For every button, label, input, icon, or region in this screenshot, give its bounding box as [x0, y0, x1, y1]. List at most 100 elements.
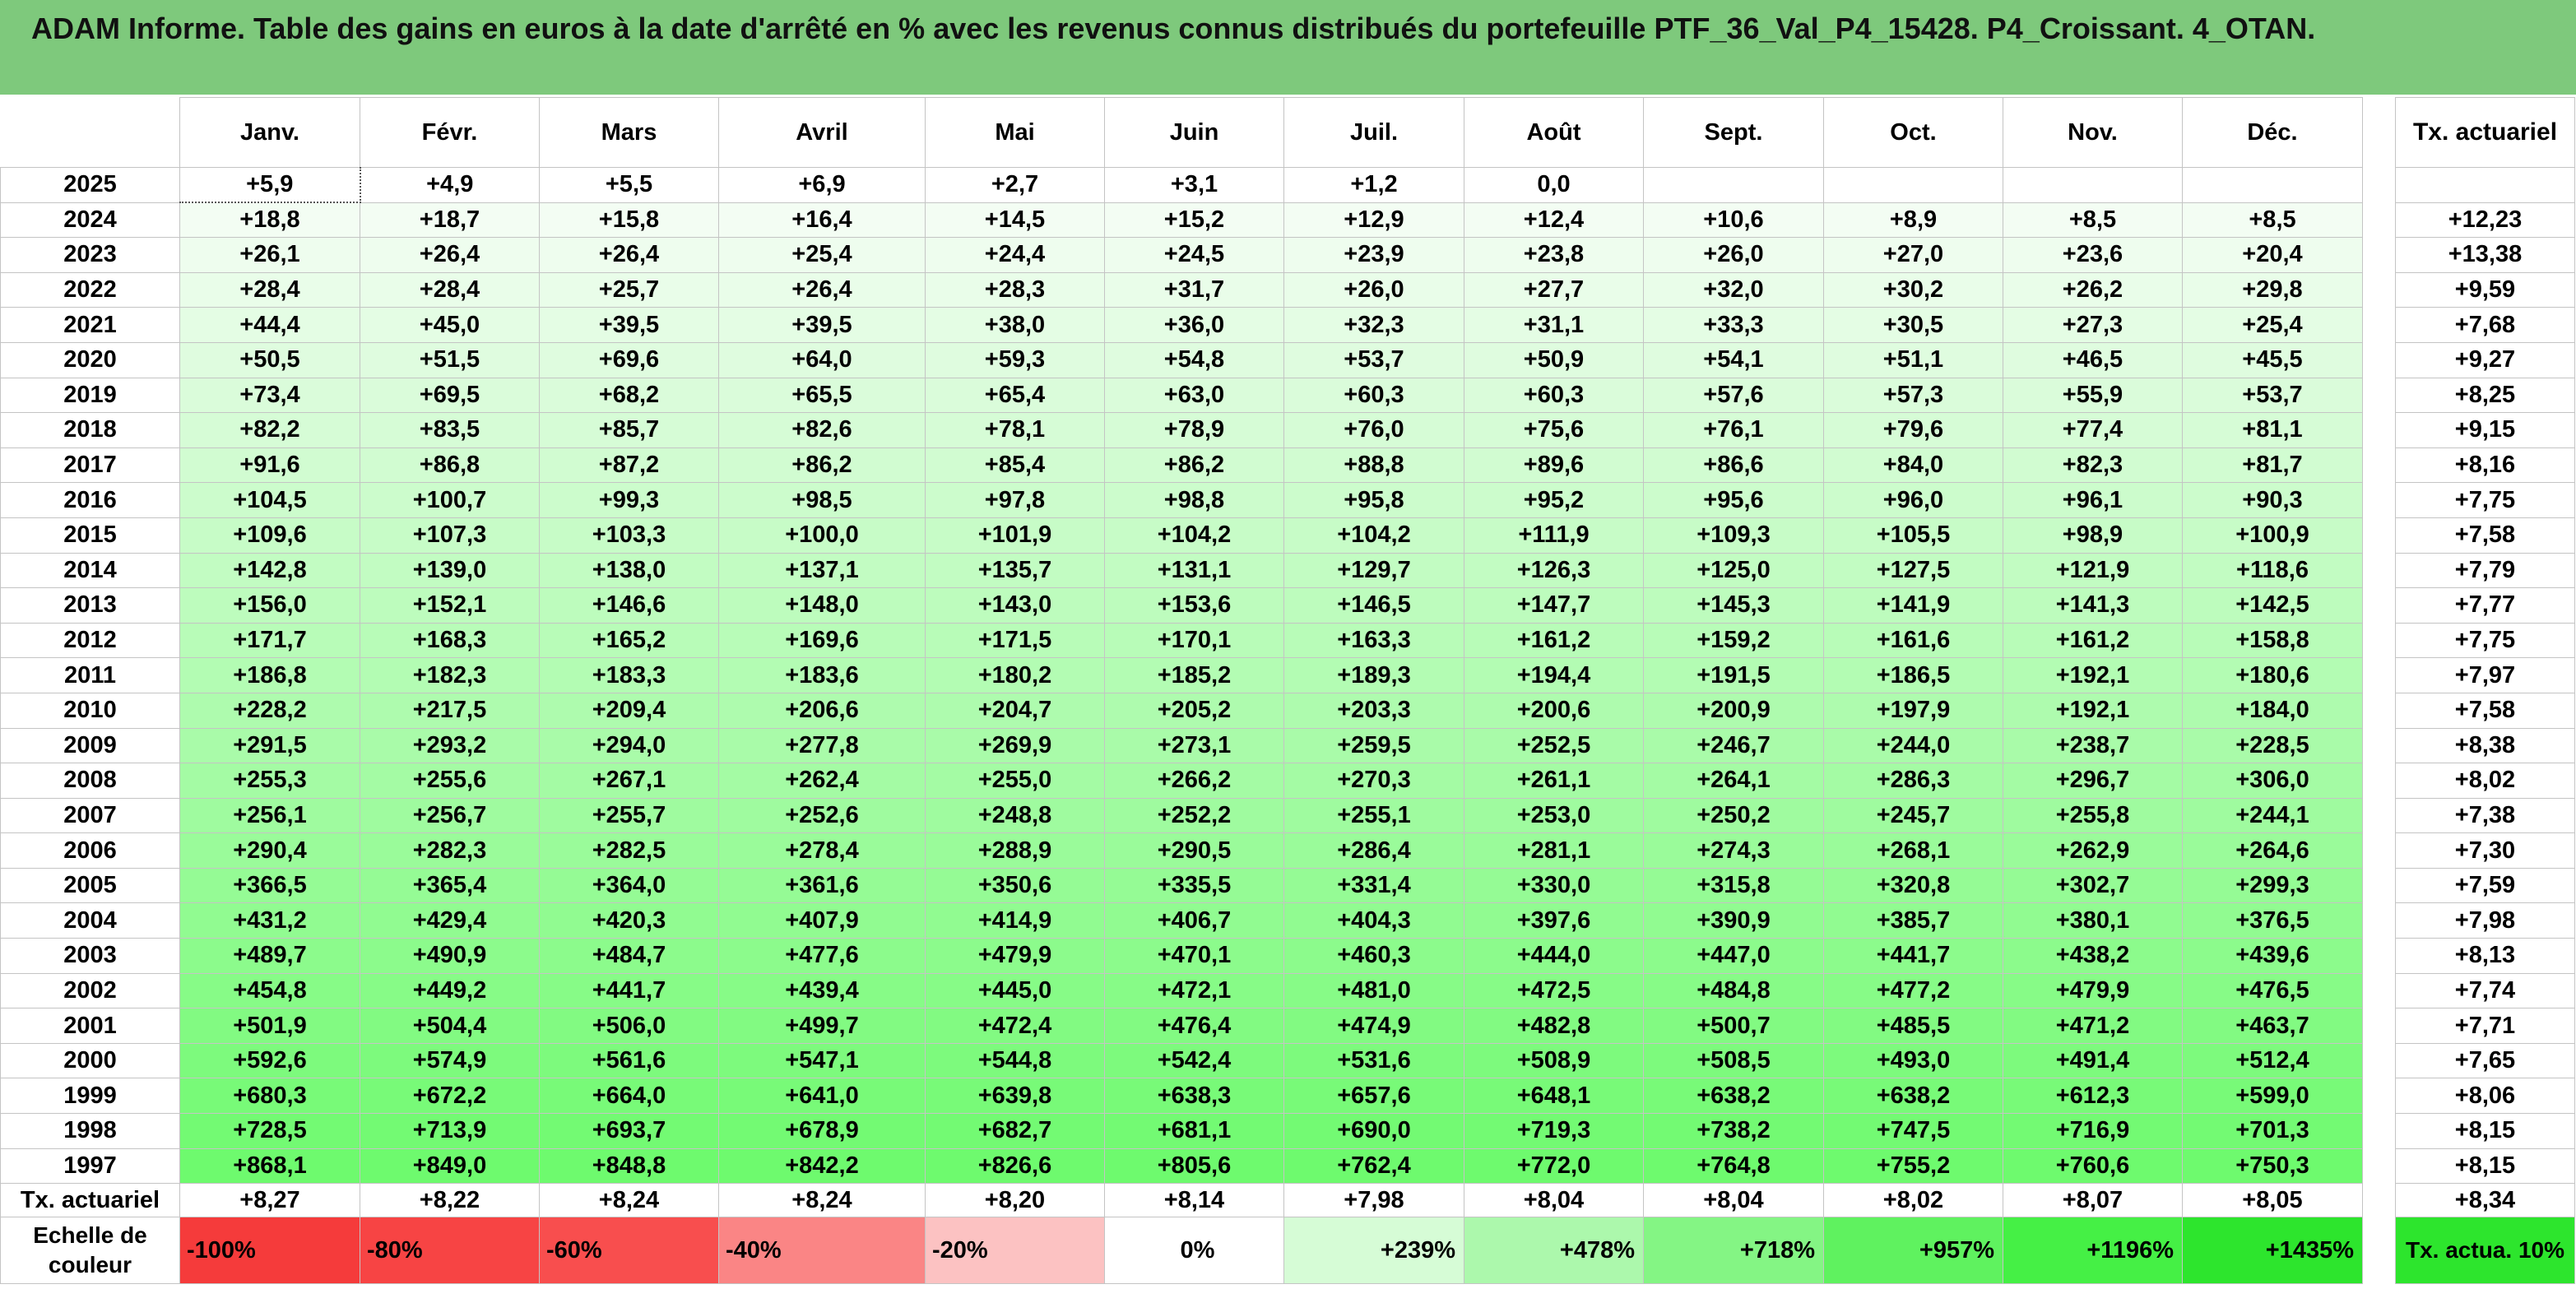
- table-row: 2025 +5,9 +4,9 +5,5 +6,9 +2,7 +3,1 +1,2 0,0: [0, 167, 2363, 204]
- gain-cell: +470,1: [1104, 938, 1284, 974]
- gain-cell: +143,0: [925, 587, 1105, 624]
- gain-cell: +471,2: [2003, 1008, 2183, 1044]
- gain-cell: +255,1: [1283, 797, 1464, 834]
- year-label: 2025: [0, 167, 180, 203]
- gain-cell: +95,8: [1283, 482, 1464, 518]
- gain-cell: +716,9: [2003, 1113, 2183, 1149]
- gain-cell: +365,4: [360, 867, 540, 904]
- gain-cell: +512,4: [2182, 1042, 2363, 1079]
- gain-cell: +32,0: [1643, 271, 1824, 308]
- actuarial-rate-column: Tx. actuariel +12,23 +13,38 +9,59 +7,68 +9,27…: [2395, 97, 2575, 1285]
- gain-cell: +142,5: [2182, 587, 2363, 624]
- tx-row-cell: +8,22: [360, 1183, 540, 1218]
- gain-cell: +63,0: [1104, 377, 1284, 414]
- gain-cell: +31,7: [1104, 271, 1284, 308]
- month-header: Juil.: [1283, 97, 1464, 168]
- table-row: 2005 +366,5 +365,4 +364,0 +361,6 +350,6 +335,5…: [0, 867, 2363, 904]
- gain-cell: +268,1: [1823, 832, 2003, 869]
- tx-row-cell: +8,20: [925, 1183, 1105, 1218]
- tx-actuariel-cell: +8,06: [2395, 1078, 2575, 1115]
- gain-cell: +228,5: [2182, 727, 2363, 764]
- gain-cell: +26,4: [718, 271, 926, 308]
- gain-cell: +491,4: [2003, 1042, 2183, 1079]
- gain-cell: +738,2: [1643, 1113, 1824, 1149]
- gain-cell: +390,9: [1643, 902, 1824, 939]
- year-label: 2022: [0, 271, 180, 308]
- gain-cell: +256,7: [360, 797, 540, 834]
- tx-actuariel-cell: +8,38: [2395, 727, 2575, 764]
- gain-cell: [2003, 167, 2183, 203]
- side-row: +8,15: [2395, 1148, 2575, 1185]
- gain-cell: +657,6: [1283, 1078, 1464, 1115]
- gain-cell: +269,9: [925, 727, 1105, 764]
- tx-row-cell: +8,07: [2003, 1183, 2183, 1218]
- gain-cell: +256,1: [179, 797, 360, 834]
- gain-cell: +82,3: [2003, 447, 2183, 484]
- gain-cell: +228,2: [179, 692, 360, 729]
- gain-cell: +463,7: [2182, 1008, 2363, 1044]
- gain-cell: +397,6: [1464, 902, 1644, 939]
- tx-actuariel-cell: +8,16: [2395, 447, 2575, 484]
- gain-cell: +286,4: [1283, 832, 1464, 869]
- gain-cell: +165,2: [539, 622, 719, 659]
- gain-cell: +25,4: [2182, 307, 2363, 343]
- gain-cell: +26,0: [1643, 237, 1824, 273]
- tx-actuariel-cell: +7,97: [2395, 657, 2575, 693]
- gain-cell: +681,1: [1104, 1113, 1284, 1149]
- tx-actuariel-cell: +7,65: [2395, 1042, 2575, 1079]
- gain-cell: +18,8: [179, 202, 360, 239]
- gain-cell: +291,5: [179, 727, 360, 764]
- gain-cell: +121,9: [2003, 552, 2183, 589]
- month-header: Sept.: [1643, 97, 1824, 168]
- gain-cell: +79,6: [1823, 412, 2003, 448]
- gain-cell: +259,5: [1283, 727, 1464, 764]
- year-label: 2021: [0, 307, 180, 343]
- gain-cell: +125,0: [1643, 552, 1824, 589]
- table-row: 2002 +454,8 +449,2 +441,7 +439,4 +445,0 +472,1…: [0, 972, 2363, 1009]
- gain-cell: +281,1: [1464, 832, 1644, 869]
- gain-cell: +330,0: [1464, 867, 1644, 904]
- gain-cell: +262,9: [2003, 832, 2183, 869]
- gain-cell: +131,1: [1104, 552, 1284, 589]
- gain-cell: +28,4: [360, 271, 540, 308]
- gain-cell: +28,4: [179, 271, 360, 308]
- gain-cell: +25,4: [718, 237, 926, 273]
- color-scale-swatch: +957%: [1823, 1217, 2003, 1285]
- gain-cell: +755,2: [1823, 1148, 2003, 1185]
- gain-cell: +209,4: [539, 692, 719, 729]
- gain-cell: +315,8: [1643, 867, 1824, 904]
- year-label: 2014: [0, 552, 180, 589]
- gain-cell: +331,4: [1283, 867, 1464, 904]
- tx-actuariel-cell: +7,59: [2395, 867, 2575, 904]
- gain-cell: +101,9: [925, 517, 1105, 554]
- gain-cell: +266,2: [1104, 763, 1284, 799]
- gain-cell: +88,8: [1283, 447, 1464, 484]
- gain-cell: +145,3: [1643, 587, 1824, 624]
- gain-cell: +53,7: [2182, 377, 2363, 414]
- gain-cell: +217,5: [360, 692, 540, 729]
- gain-cell: +147,7: [1464, 587, 1644, 624]
- gain-cell: +141,9: [1823, 587, 2003, 624]
- gain-cell: +31,1: [1464, 307, 1644, 343]
- year-label: 2013: [0, 587, 180, 624]
- table-row: 2000 +592,6 +574,9 +561,6 +547,1 +544,8 +542,4…: [0, 1042, 2363, 1079]
- gain-cell: +96,0: [1823, 482, 2003, 518]
- month-header: Févr.: [360, 97, 540, 168]
- tx-actuariel-cell: +7,77: [2395, 587, 2575, 624]
- gain-cell: +868,1: [179, 1148, 360, 1185]
- gain-cell: +99,3: [539, 482, 719, 518]
- gain-cell: +849,0: [360, 1148, 540, 1185]
- gain-cell: +638,3: [1104, 1078, 1284, 1115]
- table-row: 2006 +290,4 +282,3 +282,5 +278,4 +288,9 +290,5…: [0, 832, 2363, 869]
- gain-cell: +638,2: [1823, 1078, 2003, 1115]
- side-row: +7,75: [2395, 622, 2575, 659]
- year-label: 2024: [0, 202, 180, 239]
- side-row: +7,71: [2395, 1008, 2575, 1044]
- gain-cell: +648,1: [1464, 1078, 1644, 1115]
- side-row: +7,65: [2395, 1042, 2575, 1079]
- gain-cell: +161,2: [2003, 622, 2183, 659]
- gain-cell: +599,0: [2182, 1078, 2363, 1115]
- month-header: Déc.: [2182, 97, 2363, 168]
- year-label: 1999: [0, 1078, 180, 1115]
- tx-actuariel-cell: +8,25: [2395, 377, 2575, 414]
